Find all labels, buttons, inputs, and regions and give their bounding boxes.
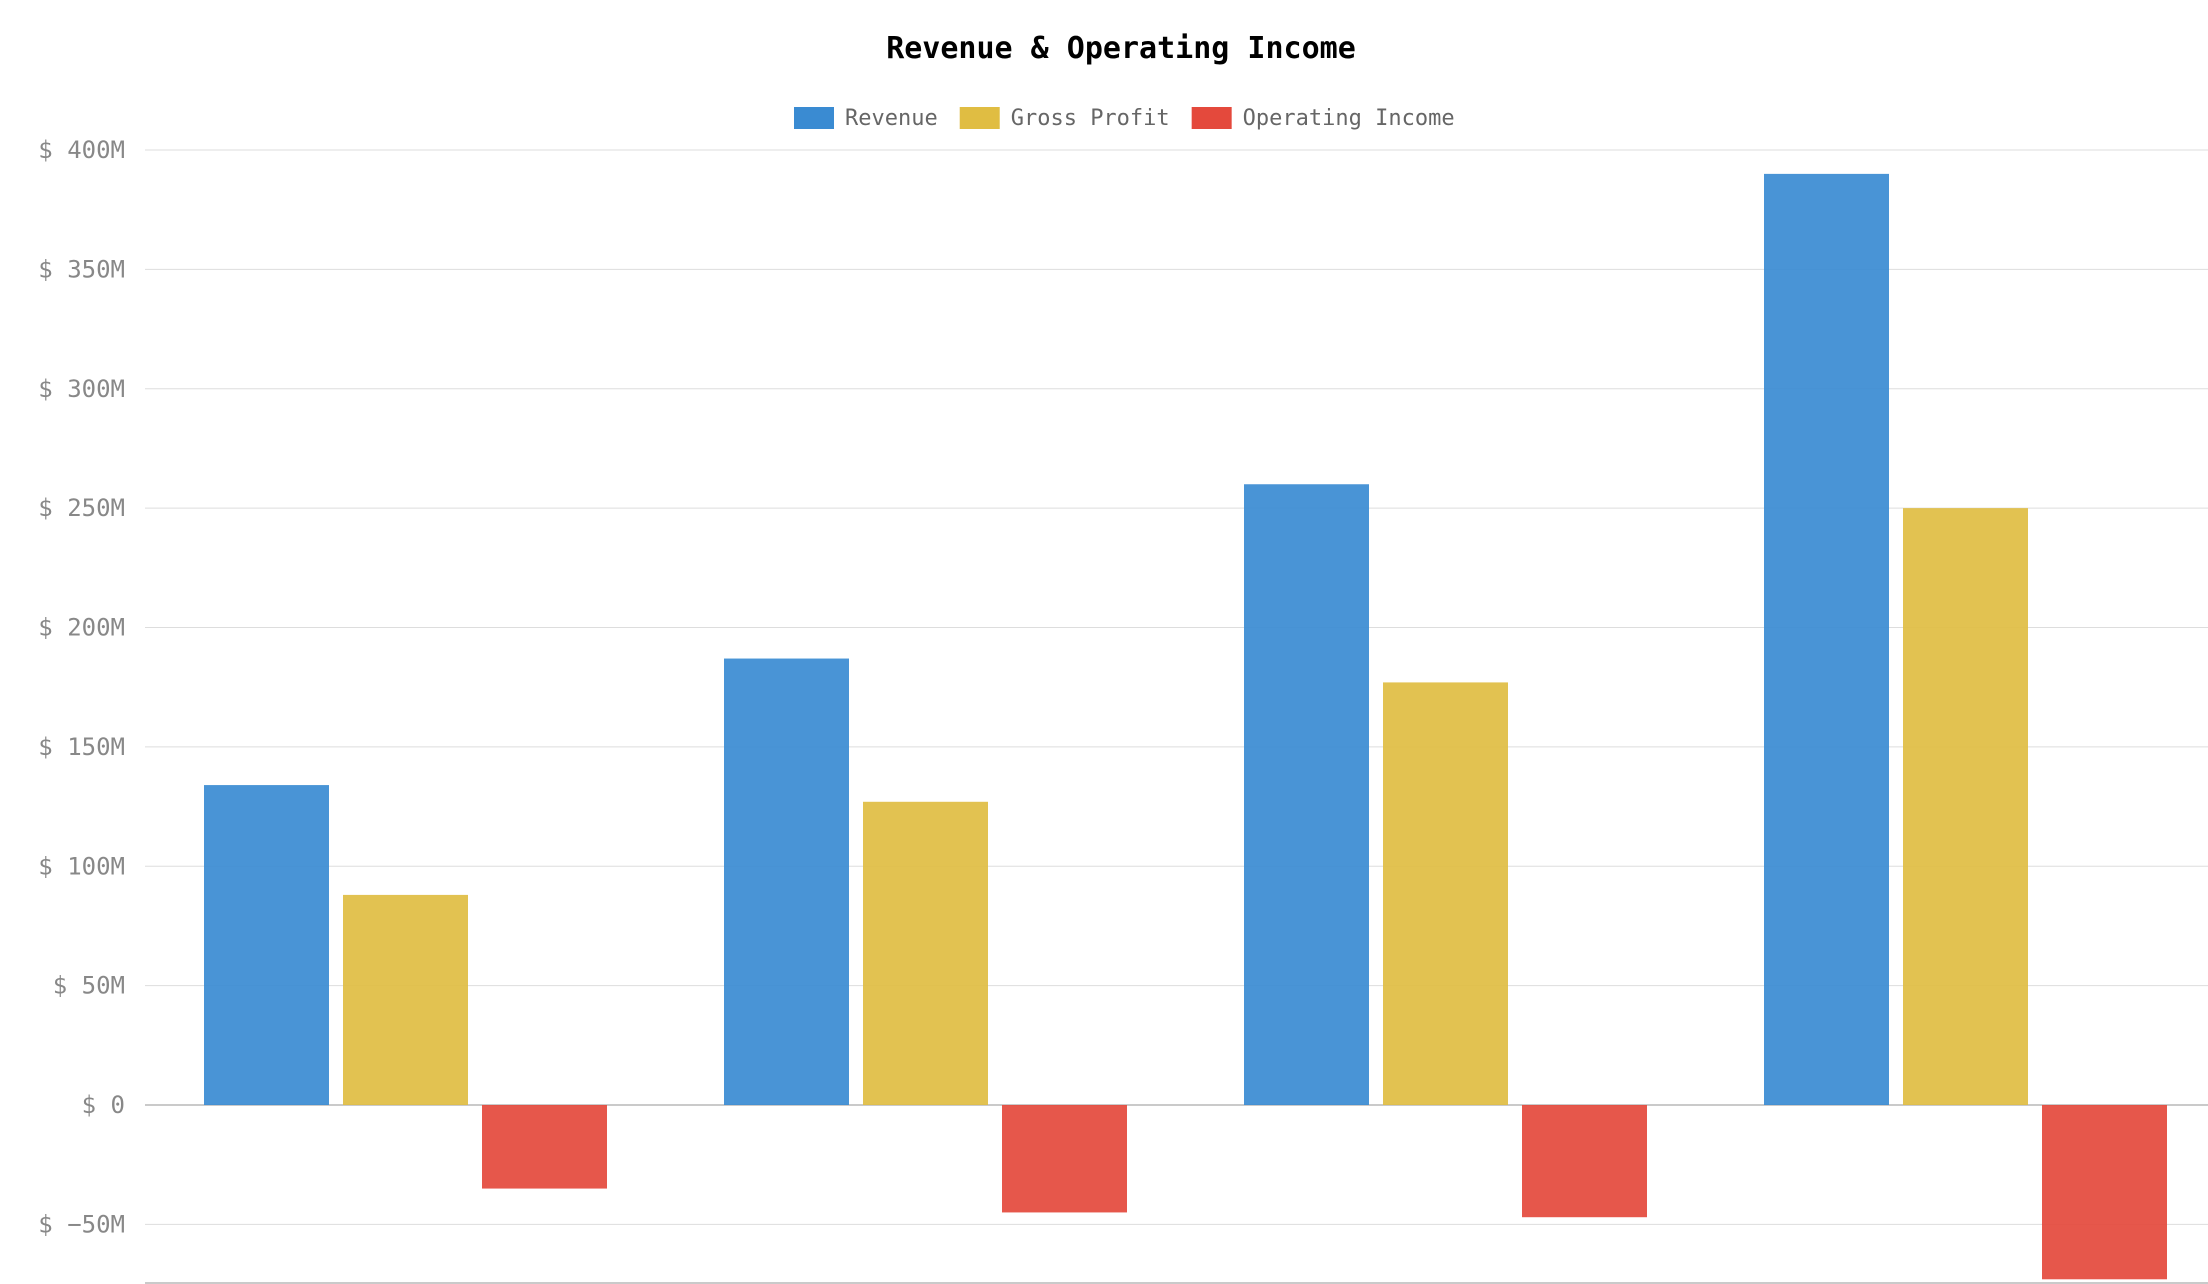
y-tick-label: $ 300M	[38, 375, 125, 403]
legend: Revenue Gross Profit Operating Income	[794, 106, 1455, 131]
bar-operating-income	[2042, 1105, 2167, 1280]
legend-swatch-revenue	[794, 107, 834, 129]
y-tick-label: $ 150M	[38, 733, 125, 761]
y-tick-label: $ 100M	[38, 852, 125, 880]
bar-revenue	[724, 658, 849, 1105]
y-tick-label: $ 0	[82, 1091, 125, 1119]
y-tick-label: $ −50M	[38, 1210, 125, 1238]
bar-gross-profit	[343, 894, 468, 1105]
y-tick-label: $ 200M	[38, 614, 125, 642]
bar-revenue	[1244, 484, 1369, 1105]
bar-revenue	[204, 785, 329, 1105]
bar-operating-income	[1522, 1105, 1647, 1218]
y-tick-label: $ 400M	[38, 136, 125, 164]
bar-operating-income	[482, 1105, 607, 1189]
bars	[204, 173, 2167, 1280]
legend-swatch-gross-profit	[959, 107, 1000, 129]
y-tick-label: $ 350M	[38, 255, 125, 283]
bar-operating-income	[1002, 1105, 1127, 1213]
bar-gross-profit	[1383, 682, 1508, 1105]
bar-gross-profit	[863, 801, 988, 1105]
legend-swatch-operating-income	[1191, 107, 1232, 129]
legend-label: Gross Profit	[1011, 106, 1170, 131]
y-tick-label: $ 250M	[38, 494, 125, 522]
chart-title: Revenue & Operating Income	[886, 31, 1356, 66]
y-tick-label: $ 50M	[53, 972, 125, 1000]
bar-revenue	[1764, 173, 1889, 1105]
y-axis: $ 400M $ 350M $ 300M $ 250M $ 200M $ 150M $ 10…	[38, 136, 125, 1238]
legend-label: Operating Income	[1243, 106, 1455, 131]
legend-label: Revenue	[845, 106, 938, 131]
bar-gross-profit	[1903, 508, 2028, 1105]
grid-lines	[145, 149, 2208, 1284]
